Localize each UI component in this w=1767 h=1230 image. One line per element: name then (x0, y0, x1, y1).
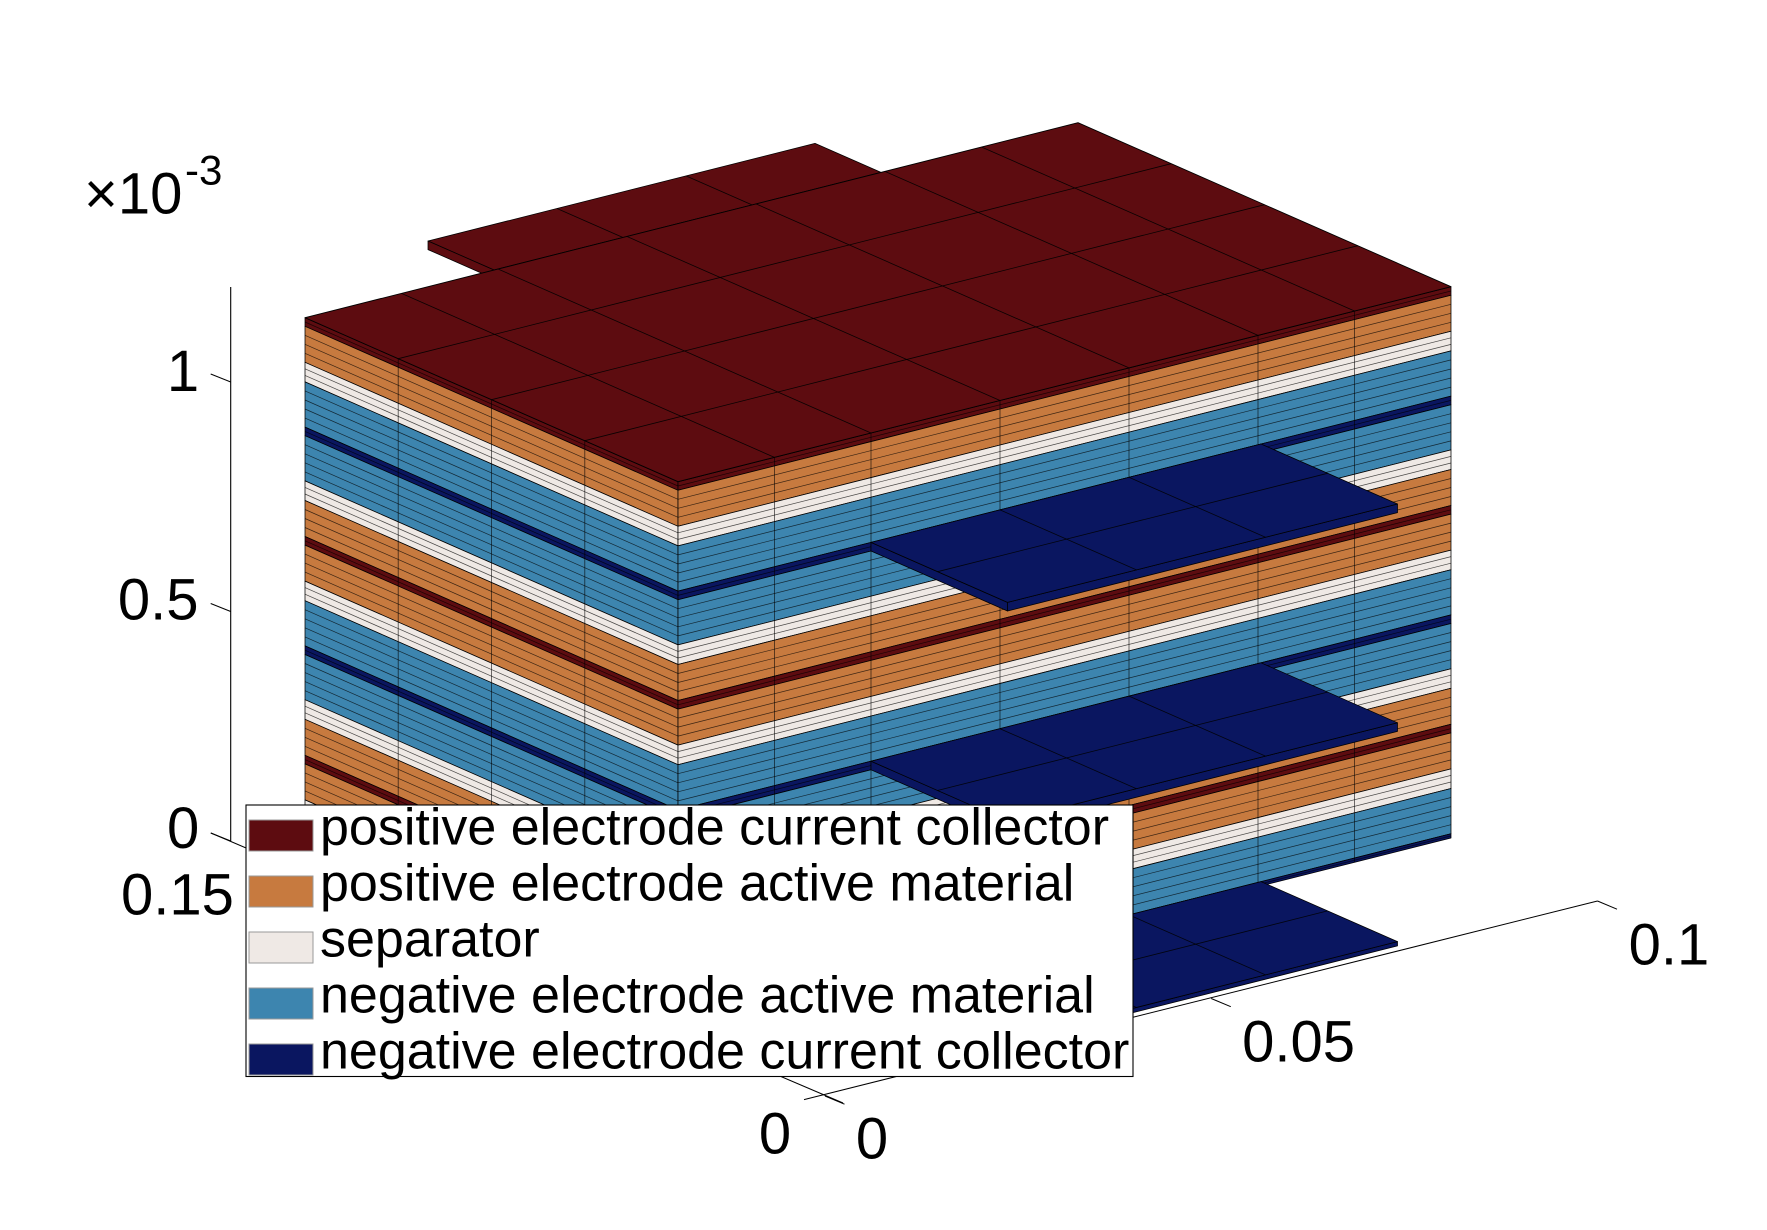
svg-text:positive electrode current col: positive electrode current collector (320, 799, 1109, 857)
svg-text:-3: -3 (185, 147, 222, 194)
svg-text:×10: ×10 (84, 162, 182, 227)
svg-text:positive electrode active mate: positive electrode active material (320, 855, 1074, 913)
svg-text:0: 0 (167, 796, 199, 861)
svg-text:0.05: 0.05 (1242, 1009, 1355, 1074)
svg-text:separator: separator (320, 911, 540, 969)
svg-text:negative electrode current col: negative electrode current collector (320, 1023, 1129, 1081)
svg-text:0: 0 (856, 1107, 888, 1172)
svg-text:0.1: 0.1 (1629, 913, 1710, 978)
svg-text:0: 0 (759, 1101, 791, 1166)
svg-text:negative electrode active mate: negative electrode active material (320, 967, 1095, 1025)
svg-text:0.15: 0.15 (121, 863, 234, 928)
svg-text:1: 1 (167, 339, 199, 404)
svg-text:0.5: 0.5 (118, 568, 199, 633)
